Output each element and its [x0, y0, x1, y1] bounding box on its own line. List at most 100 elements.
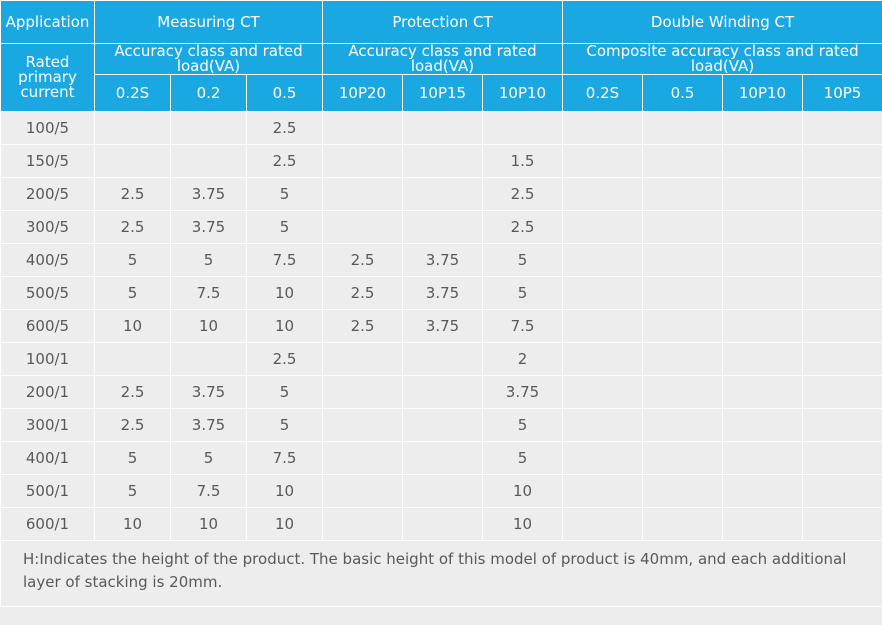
row-current-cell: 100/5	[0, 111, 95, 145]
row-current-cell: 200/1	[0, 375, 95, 409]
value-cell: 10	[246, 276, 323, 310]
value-cell	[722, 111, 803, 145]
table-row: 600/5 10 10 10 2.5 3.75 7.5	[0, 309, 882, 343]
value-cell	[801, 375, 882, 409]
table-body: 100/5 2.5 150/5 2.5 1.5 200/5 2.5 3.75 5 2.5 300/5…	[0, 111, 882, 607]
header-measuring-ct: Measuring CT	[94, 0, 323, 44]
value-cell	[642, 177, 723, 211]
table-row: 400/1 5 5 7.5 5	[0, 441, 882, 475]
value-cell: 10	[246, 507, 323, 541]
value-cell	[642, 243, 723, 277]
value-cell	[642, 276, 723, 310]
table-row: 100/1 2.5 2	[0, 342, 882, 376]
row-current-cell: 600/5	[0, 309, 95, 343]
value-cell: 5	[482, 243, 563, 277]
ct-spec-table: Application Measuring CT Protection CT D…	[0, 0, 882, 607]
value-cell: 5	[246, 177, 323, 211]
value-cell	[402, 342, 483, 376]
value-cell: 5	[170, 441, 247, 475]
value-cell	[722, 177, 803, 211]
value-cell	[642, 210, 723, 244]
value-cell	[801, 144, 882, 178]
table-row: 600/1 10 10 10 10	[0, 507, 882, 541]
value-cell	[402, 375, 483, 409]
row-current-cell: 300/1	[0, 408, 95, 442]
table-row: 150/5 2.5 1.5	[0, 144, 882, 178]
value-cell	[402, 441, 483, 475]
value-cell	[642, 474, 723, 508]
value-cell	[322, 177, 403, 211]
header-double-winding-ct: Double Winding CT	[561, 0, 882, 44]
value-cell	[642, 441, 723, 475]
value-cell	[170, 342, 247, 376]
row-current-cell: 500/1	[0, 474, 95, 508]
value-cell	[562, 342, 643, 376]
value-cell	[322, 408, 403, 442]
value-cell	[562, 408, 643, 442]
value-cell	[722, 507, 803, 541]
value-cell: 5	[94, 243, 171, 277]
value-cell: 2.5	[322, 276, 403, 310]
value-cell: 3.75	[170, 177, 247, 211]
value-cell: 5	[482, 408, 563, 442]
value-cell	[642, 375, 723, 409]
value-cell: 7.5	[246, 441, 323, 475]
value-cell: 10	[482, 474, 563, 508]
value-cell: 3.75	[170, 210, 247, 244]
row-current-cell: 500/5	[0, 276, 95, 310]
header-application: Application	[0, 0, 95, 44]
value-cell	[482, 111, 563, 145]
value-cell: 2.5	[322, 243, 403, 277]
value-cell	[402, 210, 483, 244]
value-cell	[402, 144, 483, 178]
value-cell	[322, 441, 403, 475]
value-cell	[170, 144, 247, 178]
value-cell	[322, 474, 403, 508]
header-protection-ct: Protection CT	[322, 0, 563, 44]
value-cell	[402, 177, 483, 211]
value-cell: 3.75	[402, 243, 483, 277]
value-cell	[322, 144, 403, 178]
value-cell	[322, 111, 403, 145]
table-row: 200/1 2.5 3.75 5 3.75	[0, 375, 882, 409]
header-class-cell: 0.2S	[562, 74, 643, 112]
value-cell	[642, 309, 723, 343]
note-row: H:Indicates the height of the product. T…	[0, 540, 882, 607]
value-cell	[722, 309, 803, 343]
value-cell	[722, 276, 803, 310]
table-row: 200/5 2.5 3.75 5 2.5	[0, 177, 882, 211]
header-class-cell: 10P10	[482, 74, 563, 112]
row-current-cell: 400/5	[0, 243, 95, 277]
header-class-cell: 0.2S	[94, 74, 171, 112]
row-current-cell: 300/5	[0, 210, 95, 244]
row-current-cell: 100/1	[0, 342, 95, 376]
value-cell	[801, 177, 882, 211]
value-cell: 10	[482, 507, 563, 541]
header-class-cell: 10P5	[801, 74, 882, 112]
value-cell: 5	[94, 276, 171, 310]
value-cell	[322, 375, 403, 409]
value-cell	[402, 111, 483, 145]
value-cell	[322, 507, 403, 541]
value-cell: 5	[94, 441, 171, 475]
header-double-sub: Composite accuracy class and rated load(…	[561, 43, 882, 75]
value-cell	[562, 177, 643, 211]
value-cell: 5	[94, 474, 171, 508]
header-protection-sub: Accuracy class and rated load(VA)	[322, 43, 563, 75]
header-class-cell: 10P20	[322, 74, 403, 112]
value-cell	[402, 408, 483, 442]
value-cell	[562, 375, 643, 409]
value-cell: 10	[246, 309, 323, 343]
value-cell: 5	[246, 408, 323, 442]
value-cell: 5	[246, 375, 323, 409]
header-measuring-sub: Accuracy class and rated load(VA)	[94, 43, 323, 75]
value-cell	[722, 375, 803, 409]
value-cell: 5	[482, 441, 563, 475]
value-cell	[562, 507, 643, 541]
value-cell	[562, 474, 643, 508]
table-row: 500/1 5 7.5 10 10	[0, 474, 882, 508]
value-cell	[722, 144, 803, 178]
value-cell: 10	[170, 507, 247, 541]
value-cell: 7.5	[170, 276, 247, 310]
value-cell	[801, 276, 882, 310]
